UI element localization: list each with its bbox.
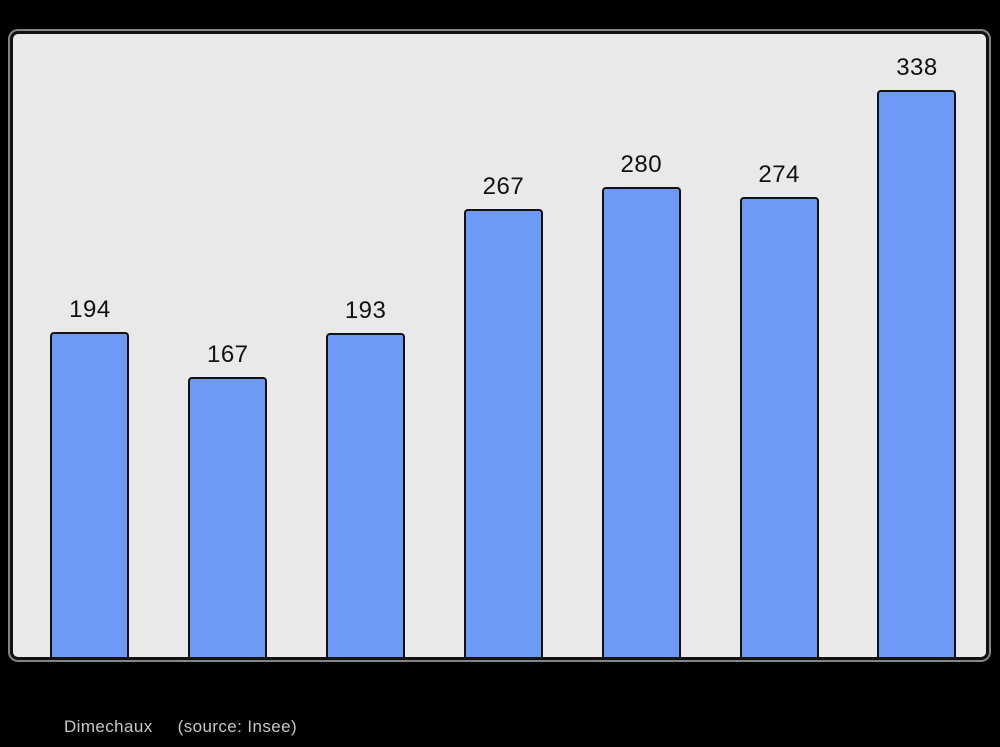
bar [877,90,957,657]
source-note: (source: Insee) [177,717,298,736]
commune-name: Dimechaux [64,717,153,736]
bar-value-label: 194 [69,295,111,323]
bar-group: 193 [326,296,406,657]
bar-group: 167 [188,340,268,657]
bar-group: 194 [50,295,130,657]
bar-group: 338 [877,53,957,657]
bar [50,332,130,657]
bar [188,377,268,657]
bar-value-label: 167 [206,340,249,368]
bar [463,209,543,657]
chart-frame: 194 167 193 267 280 274 338 [10,31,989,660]
bar-group: 267 [463,172,543,657]
bar-group: 274 [739,160,819,657]
bar-value-label: 338 [896,53,938,81]
bar-value-label: 274 [758,160,800,188]
bar-group: 280 [601,150,681,657]
bar [601,187,681,657]
bar-value-label: 193 [344,296,387,324]
bar [739,197,819,657]
chart-caption: Dimechaux (source: Insee) [64,714,297,740]
bars-container: 194 167 193 267 280 274 338 [13,34,986,657]
bar-value-label: 280 [620,150,663,178]
bar-value-label: 267 [482,172,525,200]
bar [326,333,406,657]
